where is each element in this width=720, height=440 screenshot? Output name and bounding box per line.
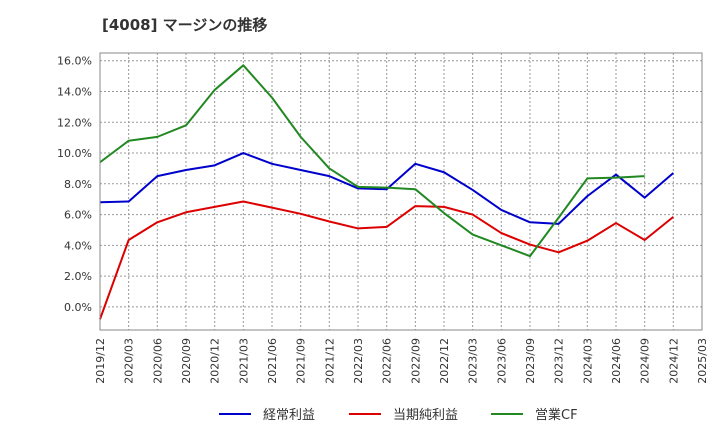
grid (100, 53, 702, 330)
legend: 経常利益 当期純利益 営業CF (219, 407, 578, 423)
legend-label-0: 経常利益 (263, 408, 315, 423)
x-tick-label: 2022/06 (381, 338, 394, 384)
x-tick-label: 2023/03 (467, 338, 480, 384)
series-line-2 (99, 64, 645, 258)
y-tick-label: 0.0% (64, 301, 92, 314)
x-tick-label: 2021/06 (266, 338, 279, 384)
x-tick-label: 2023/12 (553, 338, 566, 384)
x-tick-label: 2022/12 (438, 338, 451, 384)
y-tick-label: 4.0% (64, 239, 92, 252)
x-tick-label: 2021/09 (295, 338, 308, 384)
x-tick-label: 2021/03 (237, 338, 250, 384)
legend-label-2: 営業CF (535, 407, 578, 423)
x-tick-label: 2023/09 (524, 338, 537, 384)
x-tick-label: 2024/03 (581, 338, 594, 384)
x-tick-label: 2022/09 (409, 338, 422, 384)
y-tick-label: 2.0% (64, 270, 92, 283)
series-lines (99, 64, 674, 320)
x-tick-label: 2024/06 (610, 338, 623, 384)
x-tick-label: 2021/12 (323, 338, 336, 384)
x-tick-label: 2024/09 (639, 338, 652, 384)
x-tick-label: 2025/03 (696, 338, 709, 384)
x-tick-label: 2024/12 (667, 338, 680, 384)
x-tick-label: 2020/12 (209, 338, 222, 384)
y-tick-label: 12.0% (57, 116, 92, 129)
x-axis: 2019/12 2020/03 2020/06 2020/09 2020/12 2021/… (94, 338, 709, 384)
series-line-1 (99, 200, 674, 320)
x-tick-label: 2019/12 (94, 338, 107, 384)
y-tick-label: 10.0% (57, 147, 92, 160)
y-tick-label: 8.0% (64, 178, 92, 191)
x-tick-label: 2020/09 (180, 338, 193, 384)
series-line-0 (99, 152, 674, 225)
legend-label-1: 当期純利益 (393, 408, 458, 423)
y-tick-label: 16.0% (57, 55, 92, 68)
x-tick-label: 2020/03 (123, 338, 136, 384)
x-tick-label: 2023/06 (495, 338, 508, 384)
y-axis: 0.0% 2.0% 4.0% 6.0% 8.0% 10.0% 12.0% 14.0% 16.0% (57, 55, 92, 314)
y-tick-label: 6.0% (64, 209, 92, 222)
x-tick-label: 2020/06 (151, 338, 164, 384)
y-tick-label: 14.0% (57, 85, 92, 98)
plot-frame (99, 52, 703, 331)
chart-title: [4008] マージンの推移 (102, 16, 267, 34)
x-tick-label: 2022/03 (352, 338, 365, 384)
